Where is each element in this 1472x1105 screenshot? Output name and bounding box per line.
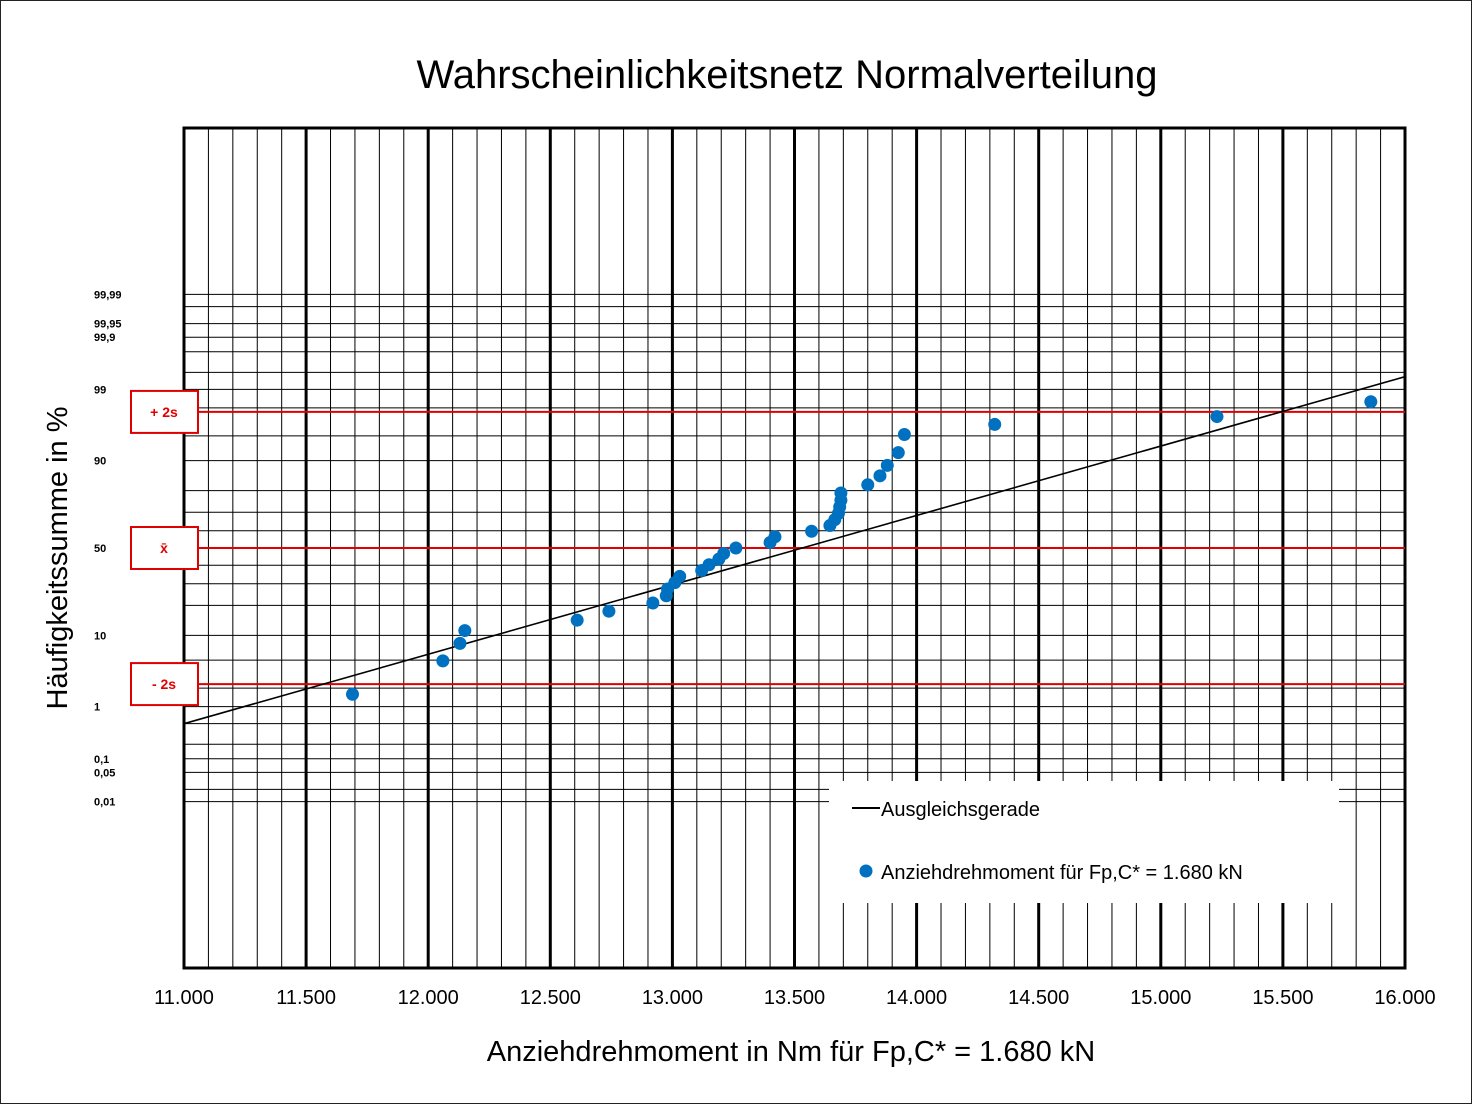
legend-label: Ausgleichsgerade (881, 799, 1040, 821)
x-tick-label: 11.500 (276, 987, 336, 1009)
y-tick-label: 99 (94, 384, 106, 396)
data-point (717, 546, 731, 560)
data-point (673, 569, 687, 583)
data-point (861, 478, 875, 492)
y-tick-label: 1 (94, 702, 100, 714)
reference-label-box (130, 389, 199, 434)
data-point (570, 613, 584, 627)
data-point (873, 469, 887, 483)
data-point (458, 624, 472, 638)
reference-label-box (130, 662, 199, 707)
data-point (1210, 410, 1224, 424)
x-tick-label: 13.500 (764, 987, 825, 1009)
legend-box (829, 781, 1339, 903)
data-point (345, 687, 359, 701)
x-tick-label: 13.000 (642, 987, 703, 1009)
legend-label: Anziehdrehmoment für Fp,C* = 1.680 kN (881, 862, 1243, 884)
data-point (436, 654, 450, 668)
x-tick-label: 16.000 (1374, 987, 1435, 1009)
y-tick-label: 10 (94, 630, 106, 642)
chart-title: Wahrscheinlichkeitsnetz Normalverteilung (416, 53, 1157, 97)
fit-line (183, 375, 1406, 725)
data-point (891, 446, 905, 460)
y-tick-label: 0,05 (94, 767, 115, 779)
x-tick-label: 14.000 (886, 987, 947, 1009)
y-tick-label: 0,1 (94, 754, 109, 766)
y-tick-label: 50 (94, 543, 106, 555)
data-point (805, 524, 819, 538)
x-tick-label: 14.500 (1008, 987, 1069, 1009)
data-point (729, 541, 743, 555)
reference-lines: + 2s x̄ - 2s (130, 389, 1405, 707)
data-point (768, 530, 782, 544)
data-point (702, 558, 716, 572)
x-tick-label: 12.000 (398, 987, 459, 1009)
x-tick-labels: 11.000 11.500 12.000 12.500 13.000 13.500 14.0… (154, 987, 1435, 1009)
x-tick-label: 12.500 (520, 987, 581, 1009)
x-axis-label: Anziehdrehmoment in Nm für Fp,C* = 1.680… (487, 1036, 1095, 1068)
legend-marker-swatch (859, 864, 873, 878)
y-tick-label: 99,95 (94, 319, 122, 331)
data-point (834, 486, 848, 500)
data-point (602, 604, 616, 618)
y-tick-label: 90 (94, 456, 106, 468)
y-tick-label: 99,9 (94, 332, 115, 344)
data-point (646, 596, 660, 610)
reference-label: + 2s (150, 404, 178, 420)
legend: Ausgleichsgerade Anziehdrehmoment für Fp,… (829, 781, 1339, 903)
y-tick-label: 99,99 (94, 289, 122, 301)
reference-label: x̄ (160, 540, 168, 556)
reference-label: - 2s (152, 676, 176, 692)
data-point (453, 636, 467, 650)
x-tick-label: 15.000 (1130, 987, 1191, 1009)
data-point (897, 427, 911, 441)
data-points (345, 395, 1378, 701)
fit-line-group (183, 375, 1406, 725)
x-tick-label: 11.000 (154, 987, 214, 1009)
x-tick-label: 15.500 (1252, 987, 1313, 1009)
data-point (1364, 395, 1378, 409)
y-axis-label: Häufigkeitssumme in % (42, 407, 74, 710)
reference-label-box (130, 526, 199, 570)
data-point (880, 458, 894, 472)
data-point (988, 417, 1002, 431)
y-tick-label: 0,01 (94, 797, 115, 809)
